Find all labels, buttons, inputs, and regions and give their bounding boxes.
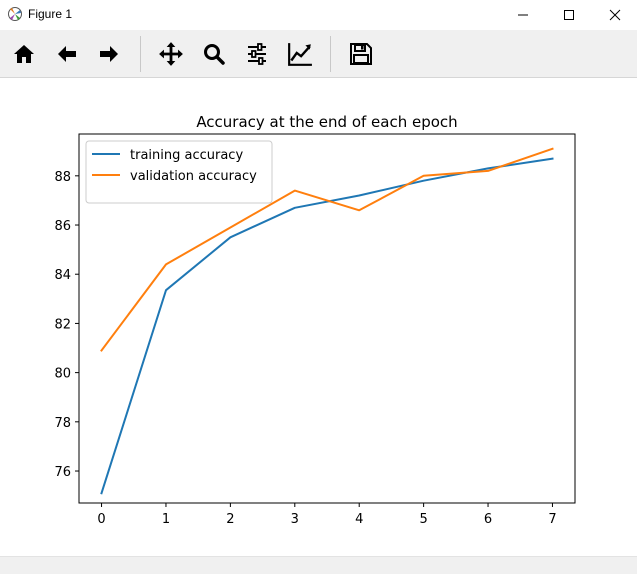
configure-subplots-button[interactable]	[241, 38, 273, 70]
window-title: Figure 1	[28, 7, 72, 21]
maximize-icon	[563, 9, 575, 21]
x-tick-label: 0	[97, 512, 105, 527]
floppy-disk-icon	[349, 42, 373, 66]
series-line-training-accuracy	[102, 159, 553, 494]
x-tick-label: 7	[548, 512, 556, 527]
legend-label: validation accuracy	[130, 169, 257, 184]
arrow-right-icon	[97, 42, 121, 66]
y-tick-label: 76	[54, 465, 71, 480]
accuracy-line-chart: Accuracy at the end of each epoch 0 1 2 3 4 5…	[0, 78, 637, 556]
legend: training accuracy validation accuracy	[86, 141, 272, 203]
title-bar: Figure 1	[0, 0, 637, 30]
status-bar	[0, 556, 637, 574]
move-icon	[158, 41, 184, 67]
y-tick-label: 80	[54, 367, 71, 382]
y-tick-label: 78	[54, 416, 71, 431]
x-tick-label: 6	[484, 512, 492, 527]
legend-label: training accuracy	[130, 148, 243, 163]
y-tick-label: 84	[54, 268, 71, 283]
home-icon	[12, 42, 36, 66]
minimize-button[interactable]	[500, 0, 546, 30]
forward-button[interactable]	[93, 38, 125, 70]
x-tick-label: 2	[226, 512, 234, 527]
minimize-icon	[517, 9, 529, 21]
home-button[interactable]	[8, 38, 40, 70]
toolbar-separator	[140, 36, 141, 72]
figure-canvas[interactable]: Accuracy at the end of each epoch 0 1 2 3 4 5…	[0, 78, 637, 556]
save-button[interactable]	[345, 38, 377, 70]
x-tick-label: 4	[355, 512, 363, 527]
zoom-button[interactable]	[198, 38, 230, 70]
back-button[interactable]	[51, 38, 83, 70]
x-tick-label: 1	[162, 512, 170, 527]
maximize-button[interactable]	[546, 0, 592, 30]
y-tick-label: 88	[54, 170, 71, 185]
toolbar-separator	[330, 36, 331, 72]
pan-button[interactable]	[155, 38, 187, 70]
matplotlib-logo-icon	[7, 6, 23, 22]
close-button[interactable]	[592, 0, 637, 30]
chart-title: Accuracy at the end of each epoch	[196, 113, 457, 131]
chart-line-icon	[287, 41, 313, 67]
sliders-icon	[245, 42, 269, 66]
x-tick-label: 5	[419, 512, 427, 527]
y-tick-label: 86	[54, 219, 71, 234]
arrow-left-icon	[55, 42, 79, 66]
close-icon	[609, 9, 621, 21]
magnifier-icon	[202, 42, 226, 66]
edit-axis-button[interactable]	[284, 38, 316, 70]
navigation-toolbar	[0, 30, 637, 78]
y-tick-label: 82	[54, 317, 71, 332]
x-tick-label: 3	[291, 512, 299, 527]
